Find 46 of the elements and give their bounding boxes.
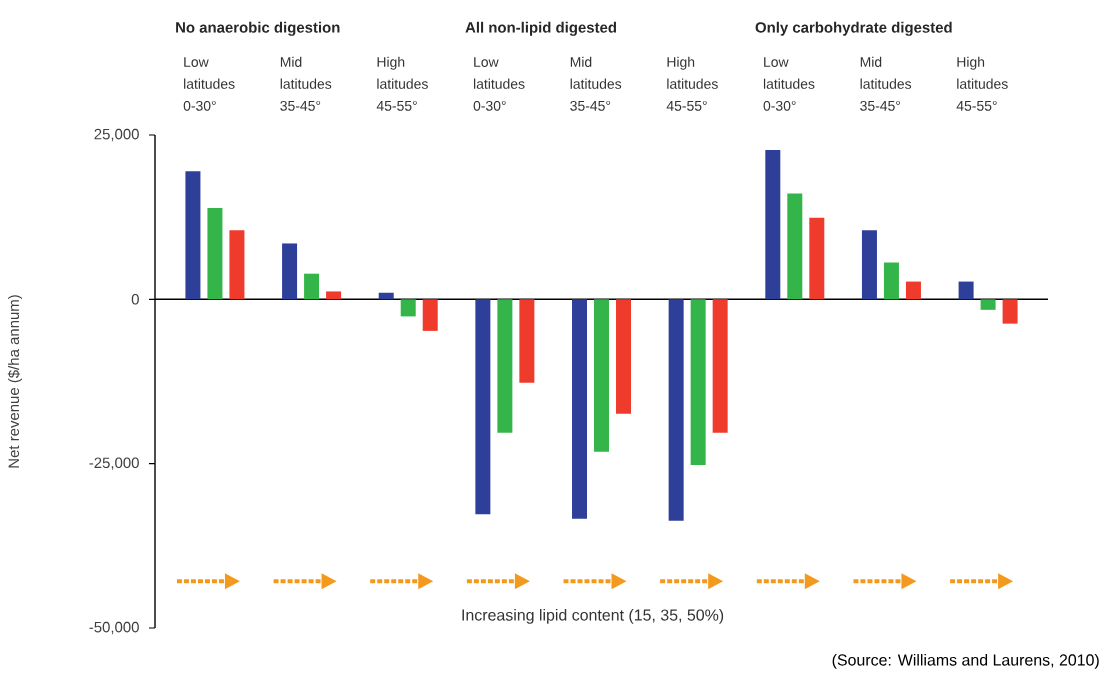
x-tick-label: Mid latitudes 35-45° xyxy=(280,56,332,111)
x-tick-label: High latitudes 45-55° xyxy=(956,56,1008,111)
bar xyxy=(185,171,201,300)
y-tick-label: 0 xyxy=(131,294,139,305)
bar xyxy=(1002,299,1018,324)
x-tick-label: Low latitudes 0-30° xyxy=(473,57,525,111)
bar xyxy=(958,281,974,300)
bar xyxy=(765,150,781,300)
x-tick-label: High latitudes 45-55° xyxy=(376,56,428,111)
bar xyxy=(594,299,610,452)
bar xyxy=(809,217,825,300)
bar xyxy=(282,243,298,300)
bar xyxy=(497,299,513,433)
y-tick-label: -50,000 xyxy=(89,621,139,635)
bar xyxy=(668,299,684,521)
bar xyxy=(905,281,921,300)
bar xyxy=(378,292,394,300)
bar xyxy=(616,299,632,414)
y-tick-label: 25,000 xyxy=(94,128,139,142)
bar xyxy=(572,299,588,519)
bar xyxy=(326,291,342,300)
x-tick-label: Low latitudes 0-30° xyxy=(183,57,235,111)
text: No anaerobic digestion xyxy=(176,21,340,36)
bar xyxy=(207,207,223,300)
bar xyxy=(980,299,996,310)
bar xyxy=(422,299,438,331)
bar xyxy=(475,299,491,515)
x-tick-label: Mid latitudes 35-45° xyxy=(570,56,622,111)
bar xyxy=(690,299,706,465)
y-tick-label: -25,000 xyxy=(89,457,139,470)
bar xyxy=(787,193,803,300)
bar xyxy=(304,273,320,300)
bar xyxy=(883,262,899,300)
text: All non-lipid digested xyxy=(465,21,617,36)
x-tick-label: Mid latitudes 35-45° xyxy=(860,56,912,111)
x-axis-title: Increasing lipid content (15, 35, 50%) xyxy=(462,608,724,624)
text: (Source: Williams and Laurens, 2010) xyxy=(832,653,1099,669)
y-axis-title: Net revenue ($/ha annum) xyxy=(7,295,22,468)
bar xyxy=(519,299,535,383)
bar xyxy=(712,299,728,433)
bar xyxy=(861,230,877,300)
text: Only carbohydrate digested xyxy=(755,21,952,36)
bar xyxy=(400,299,416,317)
x-tick-label: Low latitudes 0-30° xyxy=(763,57,815,111)
bar xyxy=(229,230,245,300)
x-tick-label: High latitudes 45-55° xyxy=(666,56,718,111)
